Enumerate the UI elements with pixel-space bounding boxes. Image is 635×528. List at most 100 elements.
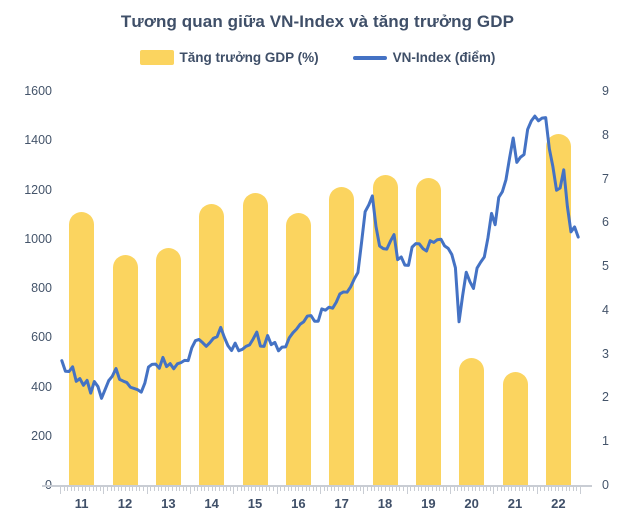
- x-minor-tick: [146, 486, 148, 494]
- x-minor-tick: [565, 486, 567, 491]
- x-minor-tick: [464, 486, 466, 491]
- x-minor-tick: [518, 486, 520, 491]
- bar-16: [285, 213, 311, 485]
- x-minor-tick: [363, 486, 365, 494]
- legend-bar-label: Tăng trưởng GDP (%): [179, 50, 319, 65]
- x-minor-tick: [305, 486, 307, 491]
- x-minor-tick: [88, 486, 90, 491]
- x-minor-tick: [323, 486, 325, 491]
- x-axis-label-12: 12: [117, 496, 133, 511]
- left-axis-tick: 1600: [24, 83, 52, 98]
- x-minor-tick: [258, 486, 260, 491]
- x-minor-tick: [554, 486, 556, 491]
- bar-21: [502, 372, 528, 485]
- x-minor-tick: [153, 486, 155, 491]
- x-minor-tick: [276, 486, 278, 494]
- legend-item-gdp: Tăng trưởng GDP (%): [139, 50, 319, 65]
- x-minor-tick: [410, 486, 412, 491]
- right-axis-labels: 0 1 2 3 4 5 6 7 8 9: [596, 85, 635, 491]
- x-minor-tick: [236, 486, 238, 491]
- x-minor-tick: [320, 486, 321, 494]
- x-minor-tick: [338, 486, 340, 491]
- x-minor-tick: [453, 486, 455, 491]
- bar-15: [242, 192, 268, 485]
- x-minor-tick: [572, 486, 574, 491]
- x-minor-tick: [399, 486, 401, 491]
- x-minor-tick: [197, 486, 199, 491]
- x-minor-tick: [478, 486, 480, 491]
- legend-item-vnindex: VN-Index (điểm): [352, 50, 496, 65]
- x-minor-tick: [439, 486, 441, 491]
- x-minor-tick: [280, 486, 282, 491]
- x-minor-tick: [78, 486, 80, 491]
- x-minor-tick: [182, 486, 184, 491]
- left-axis-tick: 1400: [24, 133, 52, 147]
- x-minor-tick: [63, 486, 65, 491]
- x-axis-label-16: 16: [291, 496, 306, 511]
- x-minor-tick: [392, 486, 394, 491]
- x-minor-tick: [186, 486, 188, 491]
- x-minor-tick: [226, 486, 228, 491]
- x-minor-tick: [547, 486, 549, 491]
- x-minor-tick: [106, 486, 108, 491]
- x-minor-tick: [403, 486, 405, 491]
- x-minor-tick: [366, 486, 368, 491]
- x-minor-tick: [255, 486, 256, 491]
- x-minor-tick: [395, 486, 397, 491]
- vnindex-line: [60, 114, 580, 400]
- x-axis-label-17: 17: [334, 496, 349, 511]
- x-axis-label-18: 18: [377, 496, 393, 511]
- x-axis-label-22: 22: [551, 496, 566, 511]
- x-minor-tick: [121, 486, 123, 491]
- left-axis-tick: 1200: [24, 182, 52, 197]
- x-minor-tick: [171, 486, 173, 491]
- x-axis-label-19: 19: [421, 496, 436, 511]
- x-minor-tick: [341, 486, 343, 491]
- x-minor-tick: [475, 486, 477, 491]
- x-minor-tick: [157, 486, 159, 491]
- x-minor-tick: [283, 486, 285, 491]
- x-minor-tick: [352, 486, 354, 491]
- x-axis-label-11: 11: [74, 496, 89, 511]
- x-minor-tick: [193, 486, 195, 491]
- x-axis-label-20: 20: [464, 496, 479, 511]
- x-minor-tick: [291, 486, 293, 491]
- x-minor-tick: [558, 486, 560, 491]
- bar-20: [459, 357, 485, 485]
- x-minor-tick: [211, 486, 213, 491]
- x-minor-tick: [460, 486, 462, 491]
- x-minor-tick: [431, 486, 433, 491]
- x-minor-tick: [421, 486, 423, 491]
- x-minor-tick: [161, 486, 163, 491]
- legend-bar-swatch: [139, 50, 174, 65]
- right-axis-tick: 6: [602, 215, 609, 230]
- x-minor-tick: [132, 486, 134, 491]
- x-minor-tick: [507, 486, 509, 491]
- x-minor-tick: [96, 486, 98, 491]
- x-minor-tick: [493, 486, 495, 494]
- x-minor-tick: [377, 486, 379, 491]
- legend-line-label: VN-Index (điểm): [392, 50, 496, 65]
- x-axis-label-21: 21: [507, 496, 523, 511]
- x-minor-tick: [143, 486, 145, 491]
- x-axis-labels: 11 12 13 14 15 16 17 18 19 20 21 22: [0, 496, 635, 518]
- x-axis-label-13: 13: [161, 496, 176, 511]
- x-minor-tick: [139, 486, 141, 491]
- x-minor-tick: [168, 486, 170, 491]
- x-minor-tick: [468, 486, 470, 491]
- x-minor-tick: [540, 486, 542, 491]
- x-minor-tick: [569, 486, 571, 491]
- x-minor-tick: [435, 486, 437, 491]
- x-minor-tick: [110, 486, 112, 491]
- x-minor-tick: [424, 486, 426, 491]
- x-minor-tick: [70, 486, 72, 491]
- x-axis-minor-ticks: [42, 486, 592, 494]
- right-axis-tick: 4: [602, 302, 609, 317]
- x-minor-tick: [381, 486, 383, 491]
- x-minor-tick: [200, 486, 202, 491]
- x-minor-tick: [204, 486, 206, 491]
- x-minor-tick: [446, 486, 448, 491]
- right-axis-tick: 1: [602, 433, 609, 448]
- x-minor-tick: [457, 486, 459, 491]
